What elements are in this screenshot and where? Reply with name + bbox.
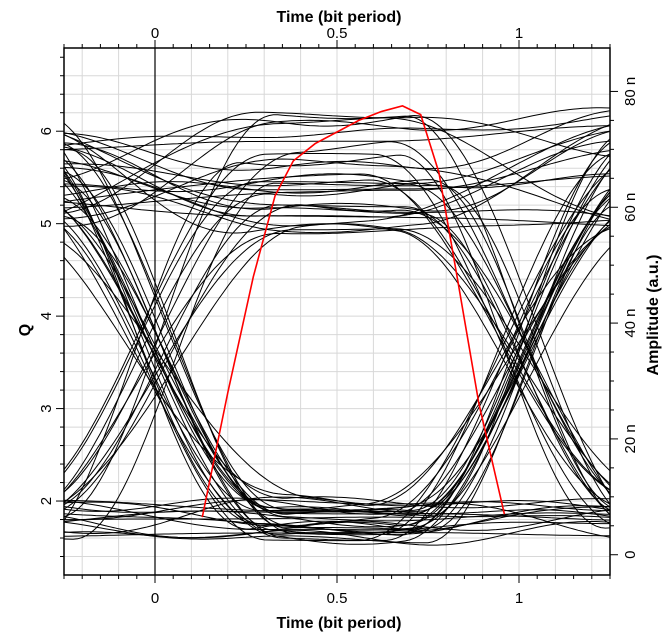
eye-trace xyxy=(63,160,611,511)
eye-trace xyxy=(63,183,611,494)
x-tick-label-top: 0 xyxy=(151,25,159,42)
x-axis-title-top: Time (bit period) xyxy=(276,9,401,26)
eye-trace xyxy=(63,153,611,525)
eye-trace xyxy=(63,179,611,516)
eye-trace xyxy=(63,117,611,217)
y-right-tick-label: 20 n xyxy=(622,424,639,453)
y-left-tick-label: 2 xyxy=(38,497,55,505)
eye-trace xyxy=(63,499,611,538)
eye-traces xyxy=(63,107,611,546)
eye-trace xyxy=(63,114,611,496)
eye-trace xyxy=(63,246,611,531)
eye-trace xyxy=(63,125,611,227)
eye-trace xyxy=(63,228,611,503)
x-tick-label-top: 0.5 xyxy=(327,25,348,42)
eye-trace xyxy=(63,111,611,214)
eye-trace xyxy=(63,134,611,217)
eye-trace xyxy=(64,107,611,227)
eye-trace xyxy=(63,219,611,493)
y-left-tick-label: 5 xyxy=(38,219,55,227)
eye-trace xyxy=(63,110,611,171)
eye-trace xyxy=(63,174,611,512)
eye-trace xyxy=(63,130,611,212)
y-left-tick-label: 6 xyxy=(38,127,55,135)
eye-trace xyxy=(63,179,610,535)
y-right-tick-label: 0 xyxy=(622,551,639,559)
eye-trace xyxy=(63,209,611,521)
eye-trace xyxy=(63,226,611,515)
y-axis-title-left: Q xyxy=(17,324,34,336)
eye-trace xyxy=(63,171,611,535)
eye-trace xyxy=(63,152,611,517)
x-axis-title-bottom: Time (bit period) xyxy=(276,615,401,632)
eye-trace xyxy=(63,130,611,474)
eye-trace xyxy=(63,173,611,193)
axes: 0 0 0.5 0.5 1 1 2 3 4 5 6 0 20 n 40 n 60 n 80 n xyxy=(38,25,639,607)
eye-trace xyxy=(63,532,610,537)
y-right-tick-label: 60 n xyxy=(622,193,639,222)
y-axis-title-right: Amplitude (a.u.) xyxy=(645,255,662,376)
eye-trace xyxy=(63,140,611,218)
x-tick-label-bottom: 0 xyxy=(151,590,159,607)
x-tick-label-top: 1 xyxy=(515,25,523,42)
x-tick-label-bottom: 0.5 xyxy=(327,590,348,607)
y-right-tick-label: 40 n xyxy=(622,308,639,337)
y-right-tick-label: 80 n xyxy=(622,77,639,106)
y-left-tick-label: 4 xyxy=(38,312,55,320)
x-tick-label-bottom: 1 xyxy=(515,590,523,607)
eye-trace xyxy=(63,228,611,506)
eye-trace xyxy=(63,146,611,227)
grid xyxy=(64,48,610,575)
eye-trace xyxy=(63,143,611,536)
amplitude-series-line xyxy=(201,105,506,518)
eye-trace xyxy=(63,124,611,234)
eye-trace xyxy=(63,134,611,505)
eye-trace xyxy=(63,197,611,531)
eye-trace xyxy=(63,142,611,530)
eye-trace xyxy=(63,169,611,541)
eye-trace xyxy=(63,204,611,515)
eye-trace xyxy=(64,163,611,491)
eye-trace xyxy=(63,198,611,539)
y-left-tick-label: 3 xyxy=(38,404,55,412)
eye-trace xyxy=(63,125,611,151)
series-layer xyxy=(201,105,506,518)
